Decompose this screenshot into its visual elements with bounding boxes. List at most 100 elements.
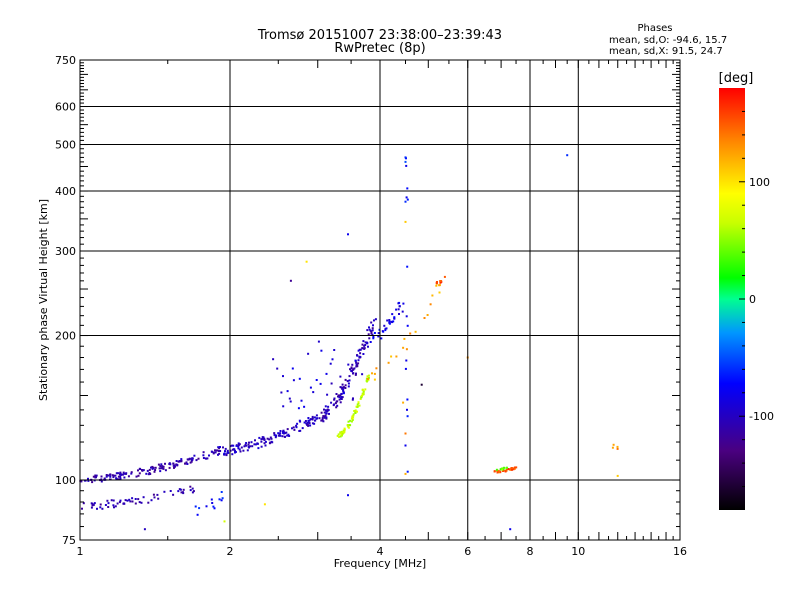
- data-point: [347, 426, 350, 429]
- data-point: [206, 457, 209, 460]
- data-point: [239, 450, 242, 453]
- data-point: [119, 475, 122, 478]
- data-point: [191, 457, 194, 460]
- data-point: [404, 432, 407, 435]
- data-point: [229, 449, 232, 452]
- data-point: [278, 433, 281, 436]
- data-point: [366, 377, 369, 380]
- data-point: [254, 439, 256, 442]
- y-axis-label: Stationary phase Virtual Height [km]: [37, 199, 50, 401]
- data-point: [373, 372, 376, 375]
- data-point: [245, 444, 248, 447]
- data-point: [324, 414, 327, 417]
- chart-subtitle: RwPretec (8p): [334, 41, 425, 56]
- data-point: [90, 506, 93, 509]
- data-point: [359, 348, 362, 351]
- data-point: [130, 471, 133, 474]
- data-point: [218, 452, 221, 455]
- data-point: [375, 367, 378, 370]
- data-point: [184, 462, 187, 465]
- data-point: [377, 332, 380, 335]
- data-point: [323, 408, 325, 411]
- data-point: [351, 419, 354, 421]
- data-point: [177, 490, 180, 493]
- data-point: [178, 460, 181, 463]
- data-point: [287, 433, 290, 436]
- data-point: [141, 469, 144, 472]
- data-point: [566, 154, 569, 157]
- data-point: [359, 352, 362, 355]
- data-point: [224, 450, 226, 453]
- data-point: [372, 337, 375, 340]
- data-point: [340, 392, 343, 395]
- data-point: [273, 433, 276, 436]
- data-point: [185, 461, 188, 464]
- data-point: [403, 337, 406, 340]
- data-point: [366, 375, 369, 378]
- data-point: [443, 275, 446, 278]
- stats-o-line: mean, sd,O: -94.6, 15.7: [609, 35, 727, 46]
- data-point: [343, 427, 346, 430]
- data-point: [142, 496, 145, 499]
- data-point: [253, 443, 256, 446]
- data-point: [191, 459, 194, 461]
- data-point: [436, 281, 438, 283]
- data-point: [303, 405, 306, 408]
- data-point: [406, 408, 408, 411]
- data-point: [336, 400, 339, 403]
- data-point: [316, 417, 319, 420]
- data-point: [325, 417, 328, 420]
- data-point: [395, 355, 398, 358]
- data-point: [123, 472, 126, 475]
- data-point: [320, 411, 323, 414]
- data-point: [218, 450, 220, 452]
- data-point: [344, 387, 347, 389]
- data-point: [248, 441, 250, 444]
- data-point: [173, 464, 176, 467]
- data-point: [298, 377, 301, 380]
- data-point: [157, 463, 160, 466]
- data-point: [189, 489, 192, 492]
- data-point: [151, 465, 154, 468]
- data-point: [402, 346, 405, 349]
- data-point: [309, 424, 312, 427]
- data-point: [508, 468, 511, 471]
- data-point: [138, 501, 141, 504]
- data-point: [373, 332, 376, 334]
- data-point: [153, 496, 156, 499]
- data-point: [123, 502, 126, 505]
- data-point: [297, 407, 300, 410]
- data-point: [161, 466, 164, 469]
- data-point: [347, 425, 350, 428]
- data-point: [204, 457, 207, 460]
- data-point: [307, 417, 310, 419]
- data-point: [371, 372, 373, 375]
- data-point: [274, 436, 277, 439]
- colorbar-label: [deg]: [719, 71, 754, 86]
- data-point: [131, 500, 134, 503]
- data-point: [358, 348, 361, 351]
- data-point: [129, 500, 132, 503]
- data-point: [388, 320, 391, 323]
- data-point: [109, 478, 112, 481]
- data-point: [356, 403, 359, 406]
- data-point: [208, 454, 210, 457]
- data-point: [349, 424, 352, 427]
- data-point: [319, 382, 322, 385]
- data-point: [162, 465, 165, 468]
- data-point: [357, 359, 360, 362]
- data-point: [354, 373, 357, 376]
- data-point: [180, 458, 183, 461]
- data-point: [168, 466, 171, 469]
- data-point: [263, 442, 266, 445]
- data-point: [307, 352, 310, 355]
- data-point: [283, 435, 286, 438]
- data-point: [271, 441, 274, 444]
- data-point: [323, 416, 326, 419]
- data-point: [197, 457, 200, 460]
- data-point: [284, 432, 287, 435]
- data-point: [386, 319, 389, 322]
- data-point: [344, 384, 347, 387]
- x-tick-label: 4: [377, 545, 384, 558]
- data-point: [342, 386, 345, 389]
